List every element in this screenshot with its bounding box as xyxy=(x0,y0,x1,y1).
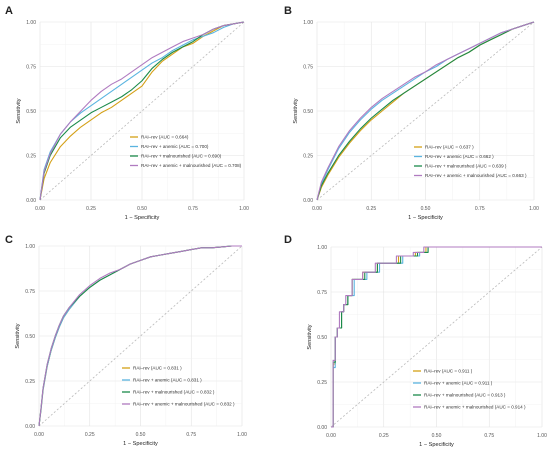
x-axis-title: 1 − Specificity xyxy=(419,442,454,448)
x-tick-label: 0.75 xyxy=(188,206,198,212)
legend-entry-label: RAI–rev (AUC = 0.664) xyxy=(141,135,189,140)
panel-a: A 0.00 0.25 0.50 0.75 1.00 0.00 0.25 0.50 0.75 1.0… xyxy=(5,5,249,221)
legend-entry-label: RAI–rev + malnourished (AUC = 0.639 ) xyxy=(425,164,507,169)
legend-entry-label: RAI–rev (AUC = 0.911 ) xyxy=(424,369,473,374)
x-tick-label: 1.00 xyxy=(237,432,247,438)
x-axis-title: 1 − Specificity xyxy=(123,441,158,447)
reference-diagonal xyxy=(316,21,535,201)
x-tick-label: 1.00 xyxy=(239,206,249,212)
legend: RAI–rev (AUC = 0.664) RAI–rev + anemic (A… xyxy=(130,135,242,168)
x-tick-label: 0.25 xyxy=(379,433,389,439)
legend-entry-label: RAI–rev + anemic + malnourished (AUC = 0… xyxy=(425,173,527,178)
roc-curve-series-4 xyxy=(331,246,542,428)
x-tick-label: 1.00 xyxy=(537,433,547,439)
y-tick-label: 0.75 xyxy=(26,64,36,70)
x-axis-title: 1 − Specificity xyxy=(408,215,443,221)
panel-b: B 0.00 0.25 0.50 0.75 1.00 0.00 0.25 0.50 0.75 1.0… xyxy=(284,5,539,221)
reference-diagonal xyxy=(38,245,243,427)
y-axis-title: Sensitivity xyxy=(293,98,299,123)
y-tick-label: 0.00 xyxy=(26,198,36,204)
y-axis-title: Sensitivity xyxy=(15,323,21,348)
panel-d: D 0.00 0.25 0.50 0.75 1.00 0.00 0.25 0.50 0.75 1.0… xyxy=(284,234,547,448)
legend-entry-label: RAI–rev + malnourished (AUC = 0.913 ) xyxy=(424,393,506,398)
x-tick-label: 0.75 xyxy=(475,206,485,212)
legend-entry-label: RAI–rev + anemic + malnourished (AUC = 0… xyxy=(424,405,526,410)
x-tick-label: 0.50 xyxy=(136,432,146,438)
y-tick-label: 0.25 xyxy=(26,153,36,159)
roc-curve-series-4 xyxy=(39,21,245,201)
x-tick-label: 0.75 xyxy=(186,432,196,438)
y-tick-label: 0.75 xyxy=(303,64,313,70)
panel-label: A xyxy=(5,5,13,17)
roc-curve-series-3 xyxy=(316,21,535,201)
y-tick-label: 0.00 xyxy=(25,424,35,430)
panel-label: B xyxy=(284,5,292,17)
x-tick-label: 1.00 xyxy=(529,206,539,212)
x-tick-label: 0.00 xyxy=(34,432,44,438)
legend-entry-label: RAI–rev (AUC = 0.637 ) xyxy=(425,145,474,150)
y-tick-label: 0.50 xyxy=(25,334,35,340)
y-tick-label: 0.25 xyxy=(317,380,327,386)
legend: RAI–rev (AUC = 0.831 ) RAI–rev + anemic (… xyxy=(122,366,235,407)
legend-entry-label: RAI–rev + anemic (AUC = 0.831 ) xyxy=(133,378,202,383)
roc-curve-series-1 xyxy=(39,21,245,201)
legend-entry-label: RAI–rev + anemic (AUC = 0.662 ) xyxy=(425,154,494,159)
legend-entry-label: RAI–rev + anemic + malnourished (AUC = 0… xyxy=(141,163,242,168)
legend-entry-label: RAI–rev (AUC = 0.831 ) xyxy=(133,366,182,371)
x-tick-label: 0.00 xyxy=(312,206,322,212)
y-tick-label: 1.00 xyxy=(303,20,313,26)
legend: RAI–rev (AUC = 0.911 ) RAI–rev + anemic (… xyxy=(413,369,526,410)
legend-entry-label: RAI–rev + anemic (AUC = 0.911 ) xyxy=(424,381,493,386)
x-tick-label: 0.00 xyxy=(35,206,45,212)
legend-entry-label: RAI–rev + malnourished (AUC = 0.832 ) xyxy=(133,390,215,395)
x-tick-label: 0.50 xyxy=(137,206,147,212)
x-tick-label: 0.00 xyxy=(326,433,336,439)
legend-entry-label: RAI–rev + anemic + malnourished (AUC = 0… xyxy=(133,402,235,407)
x-tick-label: 0.25 xyxy=(366,206,376,212)
y-tick-label: 0.25 xyxy=(25,379,35,385)
x-tick-label: 0.50 xyxy=(421,206,431,212)
x-tick-label: 0.75 xyxy=(484,433,494,439)
y-tick-label: 0.75 xyxy=(25,289,35,295)
legend-entry-label: RAI–rev + anemic (AUC = 0.700) xyxy=(141,144,209,149)
y-tick-label: 0.50 xyxy=(303,109,313,115)
legend: RAI–rev (AUC = 0.637 ) RAI–rev + anemic (… xyxy=(414,145,527,178)
x-tick-label: 0.25 xyxy=(86,206,96,212)
panel-label: D xyxy=(284,234,292,246)
y-tick-label: 1.00 xyxy=(26,20,36,26)
y-tick-label: 0.50 xyxy=(26,109,36,115)
y-tick-label: 0.00 xyxy=(303,198,313,204)
reference-diagonal xyxy=(39,21,245,201)
y-tick-label: 0.50 xyxy=(317,335,327,341)
y-tick-label: 1.00 xyxy=(317,245,327,251)
x-tick-label: 0.50 xyxy=(432,433,442,439)
x-axis-title: 1 − Specificity xyxy=(125,215,160,221)
y-axis-title: Sensitivity xyxy=(16,98,22,123)
roc-curve-series-4 xyxy=(38,245,242,427)
y-axis-title: Sensitivity xyxy=(307,324,313,349)
roc-curve-series-4 xyxy=(316,21,535,201)
y-tick-label: 0.75 xyxy=(317,290,327,296)
x-tick-label: 0.25 xyxy=(85,432,95,438)
panel-label: C xyxy=(5,234,13,246)
panel-c: C 0.00 0.25 0.50 0.75 1.00 0.00 0.25 0.50 0.75 1.0… xyxy=(5,234,247,447)
y-tick-label: 0.00 xyxy=(317,425,327,431)
y-tick-label: 0.25 xyxy=(303,153,313,159)
legend-entry-label: RAI–rev + malnourished (AUC = 0.690) xyxy=(141,154,222,159)
y-tick-label: 1.00 xyxy=(25,244,35,250)
